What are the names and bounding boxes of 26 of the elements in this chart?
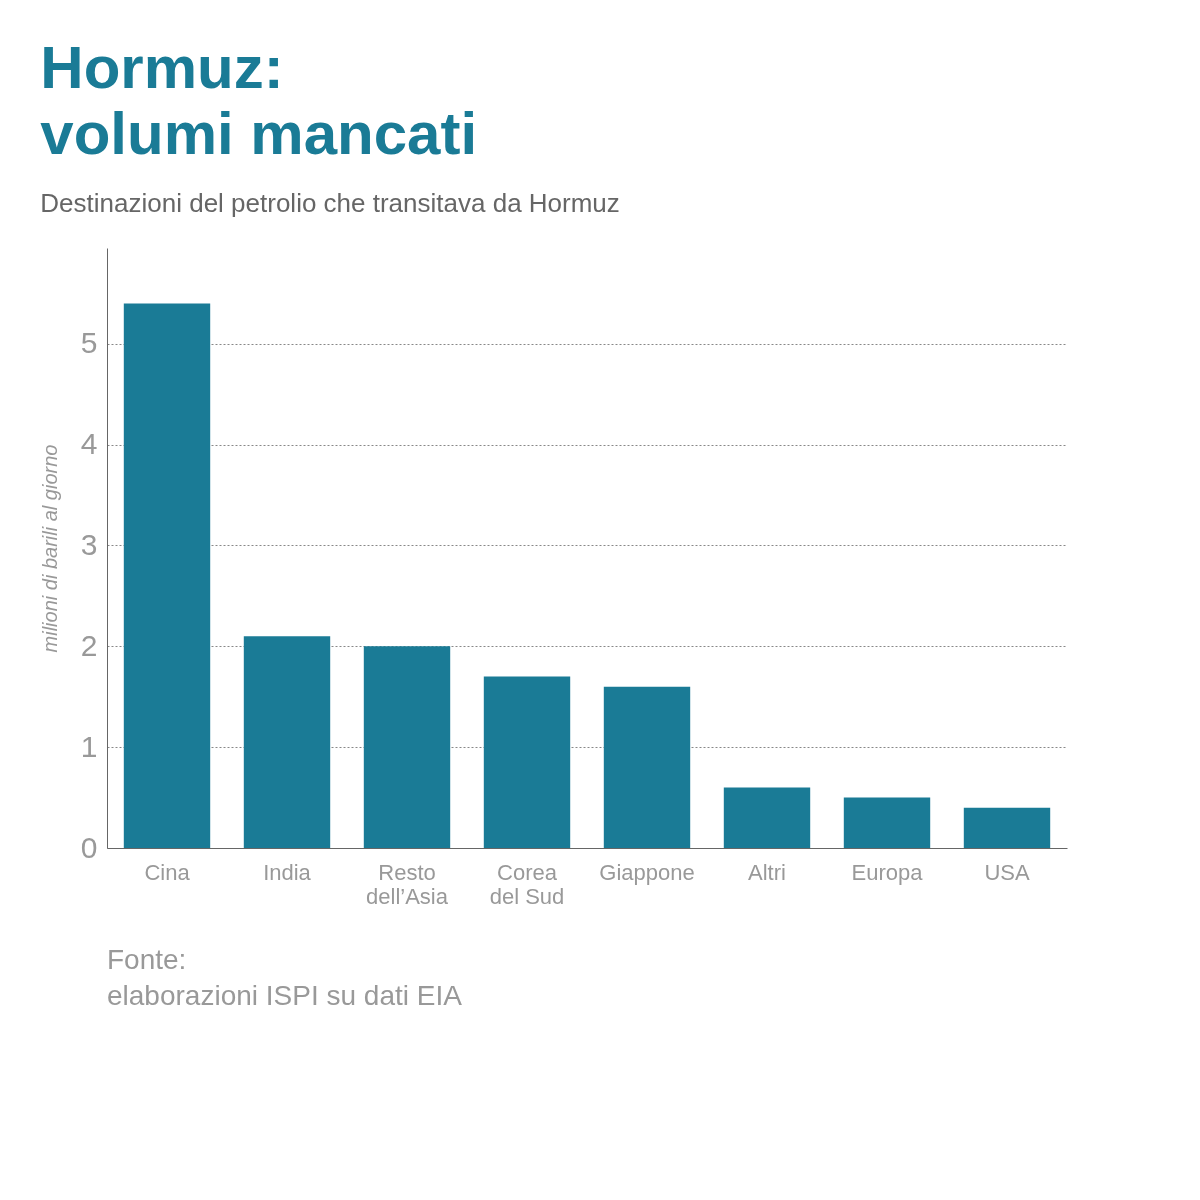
y-tick-label: 3 xyxy=(80,527,98,561)
x-tick-label: India xyxy=(263,859,312,885)
bar xyxy=(123,303,211,848)
x-tick-label: USA xyxy=(984,859,1030,885)
bar xyxy=(363,646,451,848)
x-tick-label: Altri xyxy=(748,859,786,885)
source-note: Fonte: elaborazioni ISPI su dati EIA xyxy=(107,944,463,1011)
chart-subtitle: Destinazioni del petrolio che transitava da Hormuz xyxy=(40,188,620,218)
y-tick-label: 2 xyxy=(80,628,98,662)
bar xyxy=(483,676,571,848)
y-axis-title: milioni di barili al giorno xyxy=(38,444,61,653)
bar xyxy=(603,686,691,848)
y-tick-label: 5 xyxy=(80,326,98,360)
bar xyxy=(843,797,931,848)
y-tick-label: 0 xyxy=(80,830,98,864)
x-tick-label: Giappone xyxy=(599,859,695,885)
bar xyxy=(243,636,331,848)
x-tick-label: Europa xyxy=(851,859,924,885)
x-tick-label: Resto dell’Asia xyxy=(366,859,449,909)
chart-title: Hormuz: volumi mancati xyxy=(40,34,478,167)
y-tick-label: 1 xyxy=(80,729,98,763)
x-tick-label: Corea del Sud xyxy=(489,859,565,909)
bar xyxy=(723,787,811,848)
y-tick-label: 4 xyxy=(80,427,98,461)
x-tick-label: Cina xyxy=(144,859,191,885)
bar xyxy=(963,807,1051,848)
